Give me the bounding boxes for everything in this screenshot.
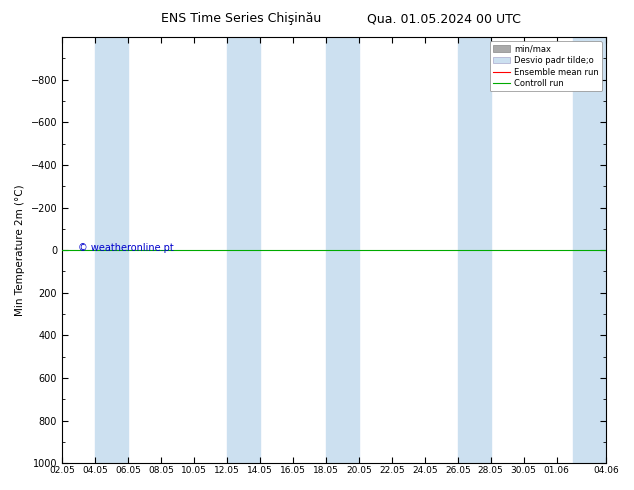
Text: Qua. 01.05.2024 00 UTC: Qua. 01.05.2024 00 UTC: [367, 12, 521, 25]
Y-axis label: Min Temperature 2m (°C): Min Temperature 2m (°C): [15, 184, 25, 316]
Bar: [95, 37, 128, 463]
Text: ENS Time Series Chişinău: ENS Time Series Chişinău: [161, 12, 321, 25]
Text: © weatheronline.pt: © weatheronline.pt: [79, 243, 174, 253]
Bar: [573, 37, 606, 463]
Bar: [227, 37, 260, 463]
Bar: [458, 37, 491, 463]
Bar: [326, 37, 359, 463]
Legend: min/max, Desvio padr tilde;o, Ensemble mean run, Controll run: min/max, Desvio padr tilde;o, Ensemble m…: [489, 41, 602, 91]
